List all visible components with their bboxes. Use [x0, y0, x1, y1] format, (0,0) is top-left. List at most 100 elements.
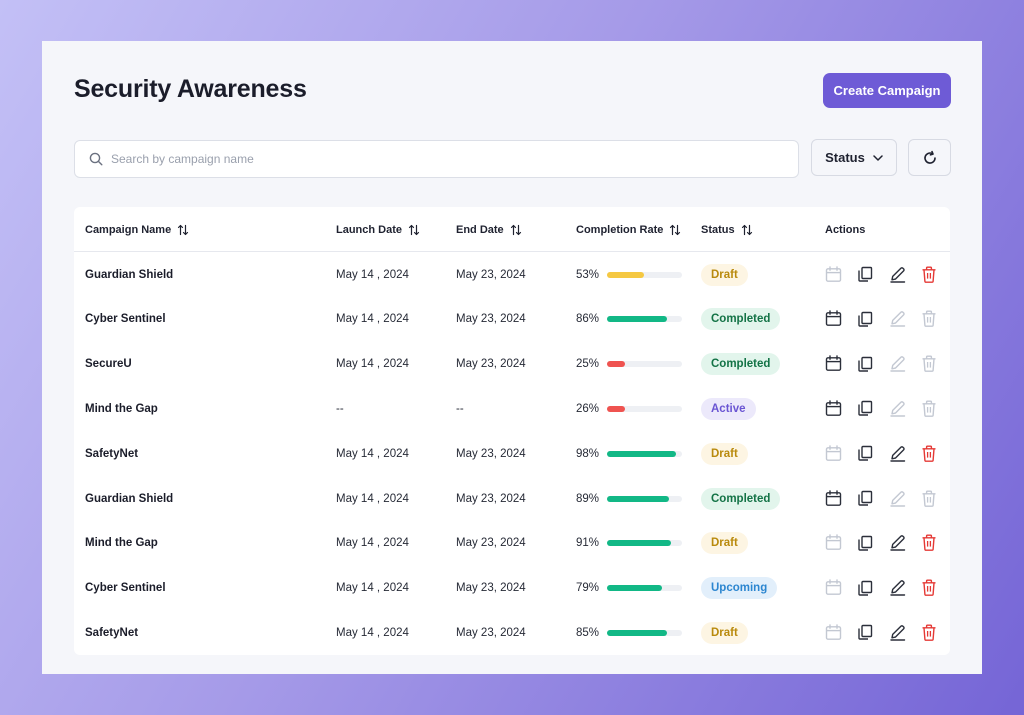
search-box[interactable]: [74, 140, 799, 178]
progress-bar-fill: [607, 405, 626, 412]
column-header-status[interactable]: Status: [701, 207, 753, 252]
status-cell: Draft: [701, 521, 748, 566]
sort-icon[interactable]: [669, 224, 681, 236]
end-date: May 23, 2024: [456, 492, 526, 505]
calendar-icon[interactable]: [824, 399, 842, 417]
progress-bar: [607, 405, 682, 412]
copy-icon[interactable]: [856, 444, 874, 462]
pencil-icon[interactable]: [888, 265, 906, 283]
end-date: May 23, 2024: [456, 313, 526, 326]
completion-rate: 26%: [576, 386, 682, 431]
campaign-name[interactable]: SafetyNet: [85, 447, 139, 460]
campaign-name[interactable]: Guardian Shield: [85, 492, 174, 505]
calendar-icon: [824, 623, 842, 641]
copy-icon[interactable]: [856, 579, 874, 597]
campaign-name[interactable]: SecureU: [85, 358, 132, 371]
calendar-icon: [824, 444, 842, 462]
trash-icon: [920, 489, 938, 507]
copy-icon[interactable]: [856, 489, 874, 507]
trash-icon: [920, 310, 938, 328]
calendar-icon: [824, 534, 842, 552]
status-cell: Upcoming: [701, 566, 778, 611]
trash-icon[interactable]: [920, 444, 938, 462]
sort-icon[interactable]: [510, 224, 522, 236]
trash-icon[interactable]: [920, 623, 938, 641]
column-header-label: Actions: [825, 223, 866, 236]
table-row: Guardian Shield May 14 , 2024 May 23, 2024…: [74, 252, 950, 297]
status-cell: Draft: [701, 252, 748, 297]
calendar-icon[interactable]: [824, 310, 842, 328]
pencil-icon[interactable]: [888, 623, 906, 641]
pencil-icon: [888, 489, 906, 507]
status-filter-dropdown[interactable]: Status: [811, 139, 897, 176]
table-row: Cyber Sentinel May 14 , 2024 May 23, 2024 7…: [74, 566, 950, 611]
end-date: May 23, 2024: [456, 626, 526, 639]
status-badge: Upcoming: [701, 577, 778, 600]
status-cell: Completed: [701, 297, 781, 342]
launch-date: May 14 , 2024: [336, 447, 409, 460]
campaign-name[interactable]: Mind the Gap: [85, 537, 158, 550]
progress-bar-fill: [607, 361, 625, 368]
completion-rate-value: 85%: [576, 626, 600, 639]
calendar-icon: [824, 579, 842, 597]
completion-rate: 53%: [576, 252, 682, 297]
status-badge: Completed: [701, 308, 781, 331]
chevron-down-icon: [873, 154, 883, 161]
column-header-label: Campaign Name: [85, 223, 172, 236]
status-cell: Active: [701, 386, 756, 431]
campaign-name[interactable]: Cyber Sentinel: [85, 313, 166, 326]
launch-date: May 14 , 2024: [336, 537, 409, 550]
refresh-button[interactable]: [908, 139, 951, 176]
trash-icon[interactable]: [920, 265, 938, 283]
launch-date: May 14 , 2024: [336, 313, 409, 326]
copy-icon[interactable]: [856, 265, 874, 283]
campaign-name[interactable]: Cyber Sentinel: [85, 582, 166, 595]
calendar-icon[interactable]: [824, 355, 842, 373]
pencil-icon: [888, 310, 906, 328]
table-row: Mind the Gap -- -- 26% Active: [74, 386, 950, 431]
create-campaign-button[interactable]: Create Campaign: [823, 73, 951, 108]
copy-icon[interactable]: [856, 355, 874, 373]
column-header-end-date[interactable]: End Date: [456, 207, 522, 252]
pencil-icon[interactable]: [888, 534, 906, 552]
completion-rate-value: 89%: [576, 492, 600, 505]
table-row: Guardian Shield May 14 , 2024 May 23, 2024…: [74, 476, 950, 521]
completion-rate: 85%: [576, 610, 682, 655]
copy-icon[interactable]: [856, 310, 874, 328]
status-cell: Draft: [701, 431, 748, 476]
campaign-name[interactable]: Mind the Gap: [85, 402, 158, 415]
copy-icon[interactable]: [856, 623, 874, 641]
launch-date: May 14 , 2024: [336, 268, 409, 281]
completion-rate: 25%: [576, 342, 682, 387]
launch-date: May 14 , 2024: [336, 492, 409, 505]
pencil-icon: [888, 355, 906, 373]
trash-icon[interactable]: [920, 579, 938, 597]
pencil-icon[interactable]: [888, 579, 906, 597]
sort-icon[interactable]: [177, 224, 189, 236]
copy-icon[interactable]: [856, 399, 874, 417]
column-header-campaign-name[interactable]: Campaign Name: [85, 207, 189, 252]
column-header-launch-date[interactable]: Launch Date: [336, 207, 420, 252]
trash-icon: [920, 355, 938, 373]
status-badge: Draft: [701, 263, 748, 286]
calendar-icon: [824, 265, 842, 283]
search-input[interactable]: [111, 152, 771, 166]
sort-icon[interactable]: [408, 224, 420, 236]
column-header-label: Completion Rate: [576, 223, 664, 236]
column-header-completion-rate[interactable]: Completion Rate: [576, 207, 681, 252]
progress-bar: [607, 316, 682, 323]
completion-rate-value: 98%: [576, 447, 600, 460]
column-header-label: End Date: [456, 223, 504, 236]
table-row: SafetyNet May 14 , 2024 May 23, 2024 85% Dra…: [74, 610, 950, 655]
campaign-name[interactable]: SafetyNet: [85, 626, 139, 639]
completion-rate-value: 26%: [576, 402, 600, 415]
status-badge: Draft: [701, 621, 748, 644]
campaign-name[interactable]: Guardian Shield: [85, 268, 174, 281]
pencil-icon[interactable]: [888, 444, 906, 462]
trash-icon[interactable]: [920, 534, 938, 552]
sort-icon[interactable]: [741, 224, 753, 236]
calendar-icon[interactable]: [824, 489, 842, 507]
copy-icon[interactable]: [856, 534, 874, 552]
progress-bar: [607, 629, 682, 636]
search-icon: [89, 152, 103, 166]
